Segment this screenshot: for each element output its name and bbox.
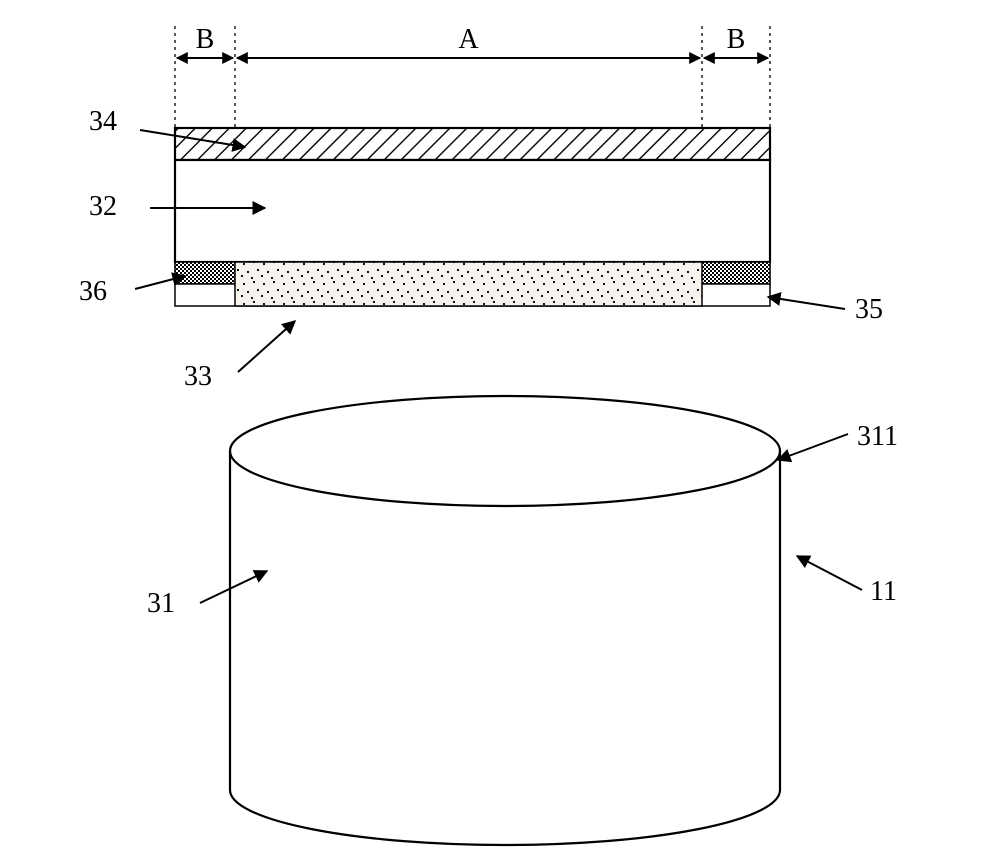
label-32: 32 — [89, 191, 117, 222]
label-36: 36 — [79, 276, 107, 307]
region-33 — [235, 262, 702, 306]
cylinder-top-rim — [230, 396, 780, 506]
dim-label-a: A — [458, 24, 479, 55]
label-34: 34 — [89, 106, 117, 137]
leader-11 — [797, 556, 862, 590]
label-11: 11 — [870, 576, 897, 607]
layer-34 — [175, 128, 770, 160]
layer-32 — [175, 160, 770, 262]
label-31: 31 — [147, 588, 175, 619]
cylinder-bottom-arc — [230, 790, 780, 845]
leader-35 — [768, 297, 845, 309]
leader-311 — [778, 434, 848, 460]
dim-label-b-right: B — [727, 24, 746, 55]
leader-33 — [238, 321, 295, 372]
label-35: 35 — [855, 294, 883, 325]
dim-label-b-left: B — [196, 24, 215, 55]
label-311: 311 — [857, 421, 898, 452]
label-33: 33 — [184, 361, 212, 392]
leader-31 — [200, 571, 267, 603]
